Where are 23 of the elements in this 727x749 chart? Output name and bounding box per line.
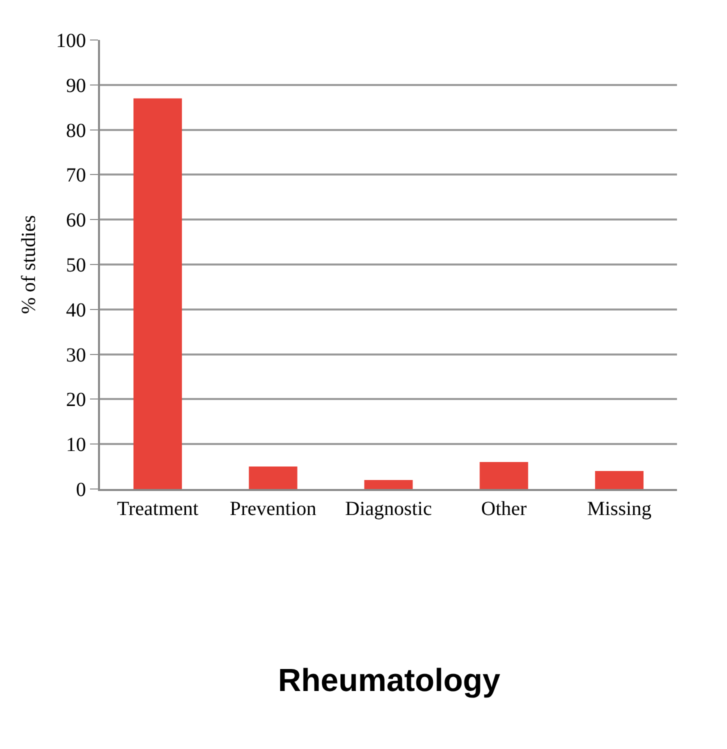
x-tick-label: Diagnostic: [345, 498, 432, 520]
y-tick-label: 50: [66, 254, 86, 276]
x-tick-label: Missing: [587, 498, 652, 520]
bar: [133, 98, 182, 489]
y-tick-label: 0: [76, 479, 86, 501]
y-tick-label: 70: [66, 164, 86, 187]
text: Rheumatology: [278, 662, 500, 698]
y-tick-label: 100: [56, 30, 86, 52]
y-tick-label: 10: [66, 434, 86, 456]
y-tick-label: 30: [66, 344, 86, 366]
bar: [595, 471, 644, 489]
y-tick-label: 60: [66, 210, 86, 232]
y-tick-label: 80: [66, 120, 86, 142]
y-tick-label: 90: [66, 74, 86, 97]
y-tick-label: 20: [66, 389, 86, 412]
x-tick-label: Prevention: [230, 498, 316, 520]
y-axis-title: % of studies: [18, 214, 40, 314]
x-tick-label: Treatment: [116, 498, 199, 520]
x-tick-label: Other: [481, 498, 528, 520]
bar: [364, 480, 413, 489]
bar: [248, 466, 298, 489]
bar: [480, 462, 528, 489]
y-tick-label: 40: [66, 299, 86, 322]
